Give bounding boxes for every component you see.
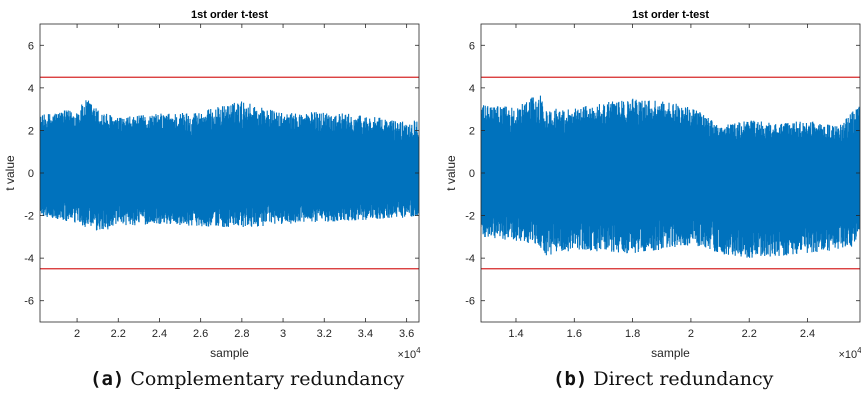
x-tick-label: 1.8 [625, 328, 640, 340]
y-tick-label: 6 [28, 40, 34, 52]
x-tick-label: 3.4 [358, 328, 373, 340]
x-axis-label: sample [210, 346, 249, 360]
caption-a-text: Complementary redundancy [130, 368, 405, 390]
y-tick-label: -6 [24, 296, 34, 308]
chart-title: 1st order t-test [191, 9, 268, 21]
y-tick-label: 0 [28, 168, 34, 180]
y-axis-label: t value [444, 155, 458, 191]
y-tick-label: -4 [24, 253, 34, 265]
y-tick-label: -6 [465, 296, 475, 308]
y-tick-label: -2 [465, 211, 475, 223]
caption-a: (a) Complementary redundancy [90, 368, 404, 390]
x-tick-label: 1.6 [567, 328, 582, 340]
x-tick-label: 2.8 [234, 328, 249, 340]
y-tick-label: 0 [469, 168, 475, 180]
x-exponent-power: 4 [416, 346, 421, 355]
x-tick-label: 3.2 [317, 328, 332, 340]
x-tick-label: 2 [688, 328, 694, 340]
x-exponent-label: ×104 [838, 346, 861, 361]
signal-core-band [481, 123, 860, 226]
y-tick-label: 4 [28, 83, 34, 95]
x-tick-label: 2.2 [742, 328, 757, 340]
x-tick-label: 2.2 [111, 328, 126, 340]
y-tick-label: -2 [24, 211, 34, 223]
x-tick-label: 2.4 [152, 328, 167, 340]
caption-b: (b) Direct redundancy [553, 368, 773, 390]
x-tick-label: 3 [280, 328, 286, 340]
x-tick-label: 1.4 [508, 328, 523, 340]
x-tick-label: 2 [74, 328, 80, 340]
y-tick-label: 2 [28, 125, 34, 137]
chart-panel-a: 6 4 2 0 -2 -4 -6 2 2.2 2.4 2.6 2.8 3 3.2 3.4 3.6 ×104 1st… [0, 0, 430, 405]
x-axis-label: sample [651, 346, 690, 360]
y-tick-label: 2 [469, 125, 475, 137]
x-tick-label: 2.4 [800, 328, 815, 340]
y-tick-label: 6 [469, 40, 475, 52]
caption-b-tag: (b) [553, 368, 588, 390]
x-exponent-power: 4 [857, 346, 861, 355]
caption-b-text: Direct redundancy [593, 368, 774, 390]
chart-panel-b: 6 4 2 0 -2 -4 -6 1.4 1.6 1.8 2 2.2 2.4 ×104 1st order … [431, 0, 861, 405]
chart-title: 1st order t-test [632, 9, 709, 21]
signal-core-band [40, 126, 419, 210]
y-tick-label: 4 [469, 83, 475, 95]
chart-b: 6 4 2 0 -2 -4 -6 1.4 1.6 1.8 2 2.2 2.4 ×104 1st order … [444, 9, 861, 361]
x-tick-label: 2.6 [193, 328, 208, 340]
x-tick-label: 3.6 [399, 328, 414, 340]
chart-a: 6 4 2 0 -2 -4 -6 2 2.2 2.4 2.6 2.8 3 3.2 3.4 3.6 ×104 1st… [3, 9, 421, 361]
x-exponent-label: ×104 [397, 346, 421, 361]
caption-a-tag: (a) [90, 368, 125, 390]
y-tick-label: -4 [465, 253, 475, 265]
y-axis-label: t value [3, 155, 17, 191]
